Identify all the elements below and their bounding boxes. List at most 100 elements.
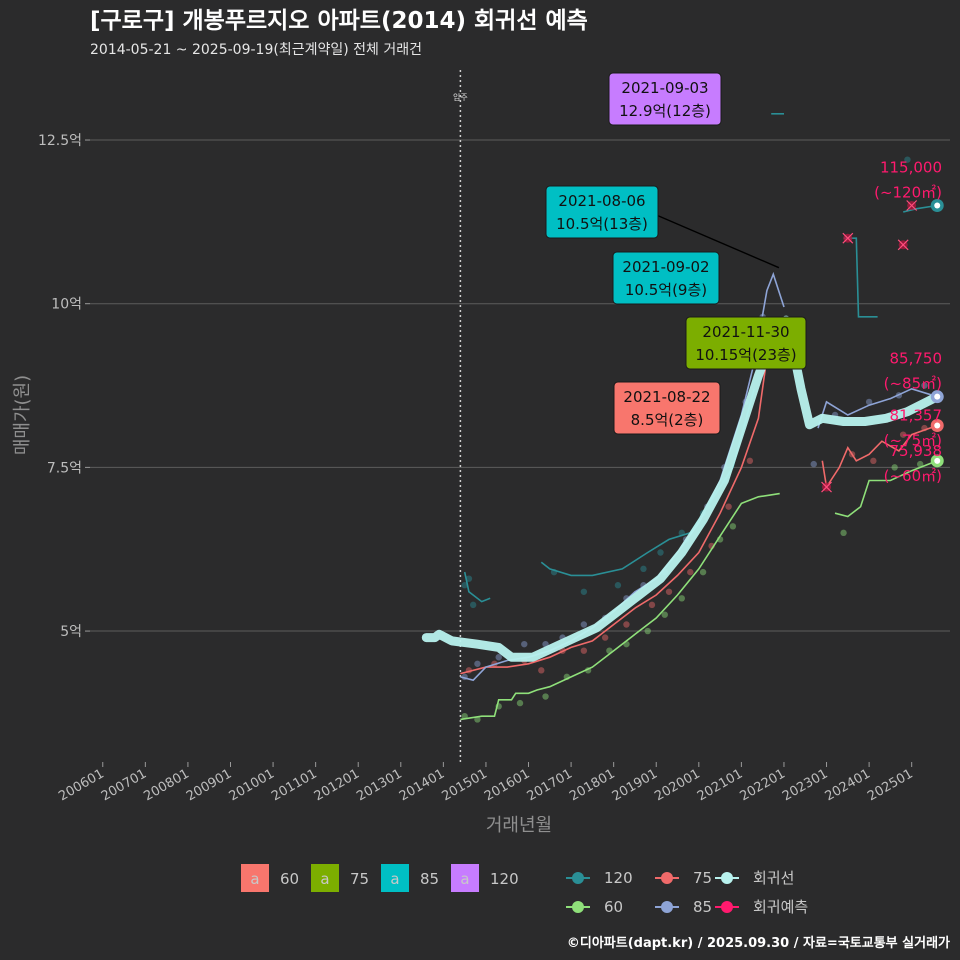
scatter-point-60 bbox=[516, 699, 524, 707]
predicted-points bbox=[821, 200, 918, 493]
endpoint-core bbox=[934, 457, 941, 464]
chart-subtitle: 2014-05-21 ~ 2025-09-19(최근계약일) 전체 거래건 bbox=[90, 42, 422, 58]
prediction-cross bbox=[906, 200, 918, 211]
y-axis-ticks: 5억 7.5억 10억 12.5억 bbox=[38, 133, 90, 640]
x-axis-ticks: 2006012007012008012009012010012011012012… bbox=[56, 762, 916, 804]
scatter-point-60 bbox=[729, 523, 737, 530]
legend-line-dot bbox=[661, 901, 673, 913]
x-tick-label: 201001 bbox=[227, 766, 277, 804]
y-tick-label: 5억 bbox=[60, 624, 82, 640]
chart-title: [구로구] 개봉푸르지오 아파트(2014) 회귀선 예측 bbox=[90, 8, 588, 34]
annotation-box bbox=[685, 316, 807, 370]
scatter-point-60 bbox=[644, 627, 651, 635]
scatter-point-120 bbox=[580, 588, 588, 595]
x-axis-label: 거래년월 bbox=[486, 815, 552, 836]
scatter-point-85 bbox=[810, 460, 817, 468]
legend-line-label: 85 bbox=[693, 898, 712, 916]
scatter-point-120 bbox=[461, 582, 468, 589]
legend-key-letter: a bbox=[320, 870, 329, 888]
legend-line-dot bbox=[572, 901, 584, 913]
annotation-box bbox=[613, 381, 721, 435]
legend-area-types: a 60 a 75 a 85 a 120 bbox=[241, 864, 519, 892]
endpoint-core bbox=[934, 393, 941, 400]
scatter-point-120 bbox=[465, 575, 473, 582]
annotation-box bbox=[608, 72, 722, 126]
x-tick-label: 200901 bbox=[184, 766, 234, 804]
y-tick-label: 7.5억 bbox=[47, 460, 82, 476]
legend-key-letter: a bbox=[390, 870, 399, 888]
x-tick-label: 200701 bbox=[99, 766, 149, 804]
annotation-date: 2021-11-30 bbox=[702, 323, 789, 341]
x-tick-label: 201701 bbox=[525, 766, 575, 804]
regression-path bbox=[421, 315, 942, 662]
annotation-date: 2021-09-02 bbox=[622, 258, 709, 276]
endpoint-area: (~75㎡) bbox=[884, 431, 942, 449]
scatter-point-120 bbox=[904, 156, 911, 163]
legend-line-dot bbox=[572, 872, 584, 884]
endpoint-value: 85,750 bbox=[890, 350, 943, 368]
legend-key-label: 75 bbox=[350, 870, 369, 888]
scatter-point-60 bbox=[840, 529, 847, 537]
scatter-point-85 bbox=[921, 382, 928, 389]
scatter-point-75 bbox=[899, 431, 907, 438]
x-tick-label: 201601 bbox=[482, 766, 532, 804]
scatter-point-120 bbox=[614, 582, 622, 589]
annotation-value: 10.15억(23층) bbox=[695, 346, 796, 364]
endpoint-value: 115,000 bbox=[880, 158, 942, 176]
x-tick-label: 202501 bbox=[865, 766, 915, 804]
annotation-box bbox=[612, 251, 720, 305]
endpoint-value: 81,357 bbox=[890, 406, 943, 424]
scatter-point-75 bbox=[746, 457, 754, 465]
series-line-120 bbox=[463, 571, 491, 603]
prediction-cross bbox=[821, 481, 832, 493]
annotation-value: 12.9억(12층) bbox=[619, 102, 711, 120]
scatter-point-85 bbox=[865, 398, 873, 406]
scatter-point-60 bbox=[891, 464, 898, 471]
endpoint-area: (~120㎡) bbox=[874, 183, 942, 201]
y-tick-label: 12.5억 bbox=[38, 133, 82, 149]
scatter-point-60 bbox=[542, 693, 549, 700]
x-tick-label: 202101 bbox=[695, 766, 745, 804]
legend-key-letter: a bbox=[460, 870, 469, 888]
endpoint-value: 75,938 bbox=[890, 442, 943, 460]
endpoint-core bbox=[934, 422, 941, 429]
legend-line-types: 120 75 회귀선 60 85 회귀예측 bbox=[566, 869, 808, 916]
annotation-date: 2021-08-22 bbox=[623, 388, 710, 406]
prediction-cross bbox=[897, 239, 909, 251]
legend-line-label: 60 bbox=[604, 898, 623, 916]
x-tick-label: 201401 bbox=[397, 766, 447, 804]
x-tick-label: 200801 bbox=[141, 766, 191, 804]
legend-line-dot bbox=[721, 901, 733, 913]
y-tick-label: 10억 bbox=[51, 297, 82, 313]
legend-line-dot bbox=[661, 872, 673, 884]
scatter-point-120 bbox=[640, 565, 647, 573]
series-line-120 bbox=[843, 237, 878, 318]
x-tick-label: 202401 bbox=[823, 766, 873, 804]
prediction-cross bbox=[842, 232, 854, 244]
legend-line-label: 회귀예측 bbox=[753, 898, 808, 916]
x-tick-label: 202301 bbox=[780, 766, 830, 804]
y-axis-label: 매매가(원) bbox=[12, 375, 33, 455]
scatter-point-120 bbox=[469, 601, 477, 609]
legend-key-label: 120 bbox=[490, 870, 519, 888]
legend-line-dot bbox=[721, 872, 733, 884]
scatter-point-75 bbox=[601, 634, 609, 641]
series-line-85 bbox=[817, 387, 938, 429]
scatter-point-85 bbox=[580, 621, 588, 628]
scatter-point-85 bbox=[495, 654, 502, 661]
scatter-point-60 bbox=[916, 460, 924, 468]
scatter-point-75 bbox=[648, 601, 656, 609]
legend-key-box bbox=[311, 864, 339, 892]
annotation-box bbox=[545, 185, 659, 239]
scatter-point-85 bbox=[521, 640, 528, 648]
grid-lines bbox=[90, 139, 950, 632]
annotation-value: 10.5억(13층) bbox=[556, 215, 648, 233]
x-tick-label: 201801 bbox=[567, 766, 617, 804]
series-line-60 bbox=[834, 460, 938, 518]
x-tick-label: 202201 bbox=[737, 766, 787, 804]
scatter-point-75 bbox=[725, 503, 732, 510]
annotation-value: 10.5억(9층) bbox=[625, 281, 707, 299]
x-tick-label: 201501 bbox=[439, 766, 489, 804]
move-in-label: 입주 bbox=[453, 93, 468, 102]
endpoint-core bbox=[934, 202, 941, 209]
